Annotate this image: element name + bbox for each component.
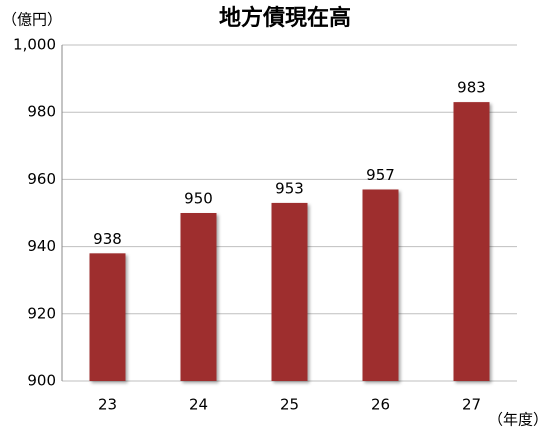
data-label: 957 xyxy=(366,166,395,184)
y-tick-label: 980 xyxy=(27,103,56,121)
y-tick-label: 960 xyxy=(27,170,56,188)
data-label: 938 xyxy=(93,230,122,248)
x-tick-label: 24 xyxy=(189,396,208,414)
y-tick-label: 920 xyxy=(27,304,56,322)
y-tick-label: 1,000 xyxy=(13,36,56,54)
chart-title: 地方債現在高 xyxy=(219,5,351,31)
data-label: 983 xyxy=(457,79,486,97)
bar xyxy=(271,202,308,381)
x-tick-label: 27 xyxy=(462,396,481,414)
x-axis-label: （年度） xyxy=(488,411,548,429)
x-tick-label: 23 xyxy=(98,396,117,414)
bar xyxy=(89,253,126,381)
bar xyxy=(453,102,490,382)
data-label: 950 xyxy=(184,190,213,208)
x-tick-label: 25 xyxy=(280,396,299,414)
x-tick-label: 26 xyxy=(371,396,390,414)
y-axis-label: （億円） xyxy=(2,11,62,29)
y-tick-label: 900 xyxy=(27,372,56,390)
bar xyxy=(362,189,399,381)
y-tick-label: 940 xyxy=(27,237,56,255)
data-label: 953 xyxy=(275,179,304,197)
bar xyxy=(180,213,217,381)
